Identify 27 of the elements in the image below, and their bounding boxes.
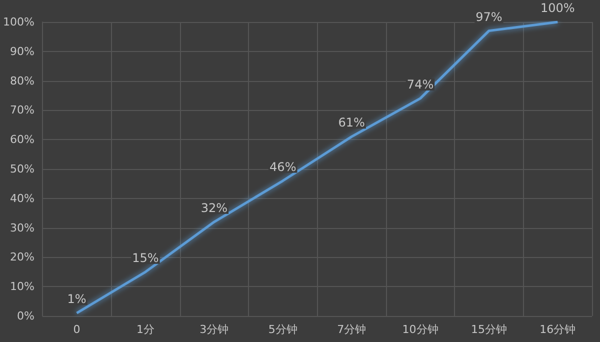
y-tick-label: 70%	[10, 104, 34, 117]
x-tick-label: 15分钟	[470, 323, 507, 336]
data-label: 32%	[200, 200, 228, 215]
y-tick-label: 10%	[10, 280, 34, 294]
data-label: 100%	[540, 1, 575, 15]
y-tick-label: 100%	[2, 16, 34, 28]
y-tick-label: 80%	[10, 74, 34, 88]
x-tick-label: 3分钟	[200, 323, 229, 336]
data-label: 74%	[406, 77, 434, 92]
x-tick-label: 10分钟	[402, 323, 438, 336]
data-label: 1%	[67, 292, 86, 306]
data-label: 15%	[132, 250, 159, 265]
x-tick-label: 1分	[136, 323, 154, 336]
y-tick-label: 60%	[10, 133, 34, 146]
x-tick-label: 5分钟	[268, 323, 298, 336]
data-label: 61%	[338, 116, 365, 130]
x-tick-label: 0	[73, 323, 80, 336]
data-label: 46%	[270, 160, 296, 174]
y-tick-label: 30%	[10, 221, 34, 234]
x-tick-label: 16分钟	[540, 323, 576, 336]
y-tick-label: 0%	[16, 310, 34, 322]
x-tick-label: 7分钟	[337, 323, 366, 336]
data-label: 97%	[476, 10, 502, 24]
y-tick-label: 20%	[10, 250, 34, 264]
y-tick-label: 90%	[10, 44, 34, 58]
y-tick-label: 50%	[10, 162, 34, 176]
y-tick-label: 40%	[10, 192, 34, 205]
